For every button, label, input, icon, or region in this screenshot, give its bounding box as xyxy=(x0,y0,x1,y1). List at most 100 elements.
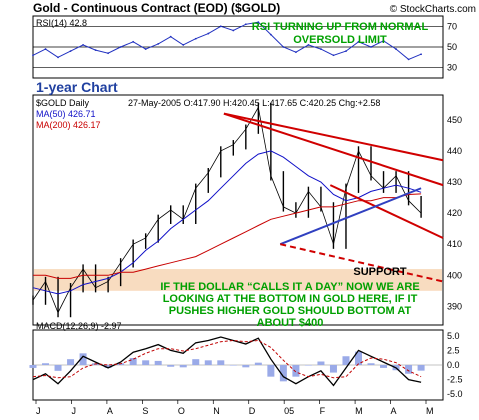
macd-signal-line xyxy=(32,339,422,379)
macd-histogram-bar xyxy=(217,360,225,365)
rsi-point xyxy=(407,58,410,61)
rsi-point xyxy=(370,46,372,48)
macd-histogram-bar xyxy=(380,365,388,368)
rsi-point xyxy=(144,48,147,50)
x-axis-label: M xyxy=(355,406,363,416)
macd-label: MACD(12,26,9) -2.97 xyxy=(36,321,122,331)
price-tick-label: 420 xyxy=(447,208,462,218)
x-axis-label: F xyxy=(320,406,326,416)
ohlc-label: 27-May-2005 O:417.90 H:420.45 L:417.65 C… xyxy=(128,98,380,108)
rsi-point xyxy=(82,44,84,46)
rsi-point xyxy=(44,48,47,50)
price-tick-label: 410 xyxy=(447,239,462,249)
trendline-red-1 xyxy=(223,112,444,162)
rsi-point xyxy=(194,37,197,40)
macd-tick-label: 0.0 xyxy=(447,360,460,370)
macd-tick-label: -5.0 xyxy=(447,389,463,399)
x-axis-label: D xyxy=(249,406,256,416)
macd-histogram-bar xyxy=(304,365,312,366)
macd-line xyxy=(32,336,422,387)
x-axis-label: J xyxy=(71,406,76,416)
x-axis-label: 05 xyxy=(284,406,294,416)
rsi-point xyxy=(257,21,260,24)
symbol-label: $GOLD Daily xyxy=(36,98,90,108)
rsi-tick-label: 50 xyxy=(447,42,457,52)
rsi-point xyxy=(332,54,335,57)
rsi-annotation-line-2: OVERSOLD LIMIT xyxy=(293,34,387,46)
macd-histogram-bar xyxy=(292,365,300,377)
macd-histogram-bar xyxy=(29,365,37,368)
rsi-annotation-line-1: RSI TURNING UP FROM NORMAL xyxy=(252,21,429,33)
commentary-line-1: IF THE DOLLAR “CALLS IT A DAY” NOW WE AR… xyxy=(160,281,419,293)
rsi-point xyxy=(232,29,235,32)
rsi-point xyxy=(32,54,34,57)
credit-text: © StockCharts.com xyxy=(390,4,476,15)
chart-title: Gold - Continuous Contract (EOD) ($GOLD) xyxy=(33,1,280,15)
support-band xyxy=(34,269,442,291)
rsi-tick-label: 70 xyxy=(447,21,457,31)
rsi-point xyxy=(320,48,322,50)
rsi-point xyxy=(94,49,97,51)
rsi-point xyxy=(307,44,310,46)
rsi-point xyxy=(395,48,397,50)
rsi-point xyxy=(169,35,172,38)
rsi-point xyxy=(282,46,285,48)
macd-histogram-bar xyxy=(167,365,175,367)
rsi-point xyxy=(132,40,135,43)
rsi-point xyxy=(119,46,122,48)
macd-histogram-bar xyxy=(367,363,375,365)
commentary-line-2: LOOKING AT THE BOTTOM IN GOLD HERE, IF I… xyxy=(163,293,418,305)
macd-histogram-bar xyxy=(192,359,200,365)
macd-tick-label: -2.5 xyxy=(447,375,463,385)
ma50-legend: MA(50) 426.71 xyxy=(36,109,96,119)
rsi-point xyxy=(345,50,347,53)
macd-tick-label: 5.0 xyxy=(447,331,460,341)
macd-tick-label: 2.5 xyxy=(447,345,460,355)
commentary-line-3: PUSHES HIGHER GOLD SHOULD BOTTOM AT xyxy=(169,305,412,317)
macd-histogram-bar xyxy=(79,353,87,365)
trendline-red-5 xyxy=(280,243,444,283)
rsi-tick-label: 30 xyxy=(447,63,457,73)
trendline-red-2 xyxy=(223,112,444,187)
rsi-point xyxy=(382,39,385,42)
macd-histogram-bar xyxy=(279,365,287,382)
x-axis-label: N xyxy=(213,406,220,416)
rsi-label: RSI(14) 42.8 xyxy=(36,18,87,28)
rsi-point xyxy=(269,33,272,36)
macd-histogram-bar xyxy=(267,365,275,377)
macd-histogram-bar xyxy=(229,365,237,366)
price-tick-label: 440 xyxy=(447,146,462,156)
macd-histogram-bar xyxy=(129,358,137,365)
macd-histogram-bar xyxy=(204,360,212,365)
macd-histogram-bar xyxy=(104,365,112,368)
x-axis-label: O xyxy=(178,406,185,416)
macd-histogram-bar xyxy=(417,365,425,371)
macd-histogram-bar xyxy=(405,365,413,374)
x-axis-label: S xyxy=(142,406,148,416)
price-tick-label: 390 xyxy=(447,301,462,311)
rsi-point xyxy=(244,23,247,26)
trendline-red-3 xyxy=(329,184,444,239)
macd-histogram-bar xyxy=(254,362,262,365)
rsi-point xyxy=(157,43,160,45)
support-label: SUPPORT xyxy=(353,266,406,278)
rsi-point xyxy=(357,40,360,43)
x-axis-label: A xyxy=(107,406,113,416)
price-tick-label: 430 xyxy=(447,177,462,187)
x-axis-label: A xyxy=(391,406,397,416)
period-label: 1-year Chart xyxy=(36,79,118,95)
commentary-line-4: ABOUT $400 xyxy=(257,317,324,329)
macd-histogram-bar xyxy=(179,365,187,368)
rsi-point xyxy=(295,51,297,54)
macd-histogram-bar xyxy=(67,359,75,365)
ma200-legend: MA(200) 426.17 xyxy=(36,120,101,130)
trendline-blue-4 xyxy=(279,187,422,246)
rsi-point xyxy=(107,52,110,55)
rsi-line xyxy=(32,21,422,60)
macd-histogram-bar xyxy=(242,365,250,368)
x-axis-label: J xyxy=(36,406,41,416)
macd-histogram-bar xyxy=(329,365,337,373)
macd-histogram-bar xyxy=(317,361,325,365)
macd-histogram-bar xyxy=(42,363,50,365)
